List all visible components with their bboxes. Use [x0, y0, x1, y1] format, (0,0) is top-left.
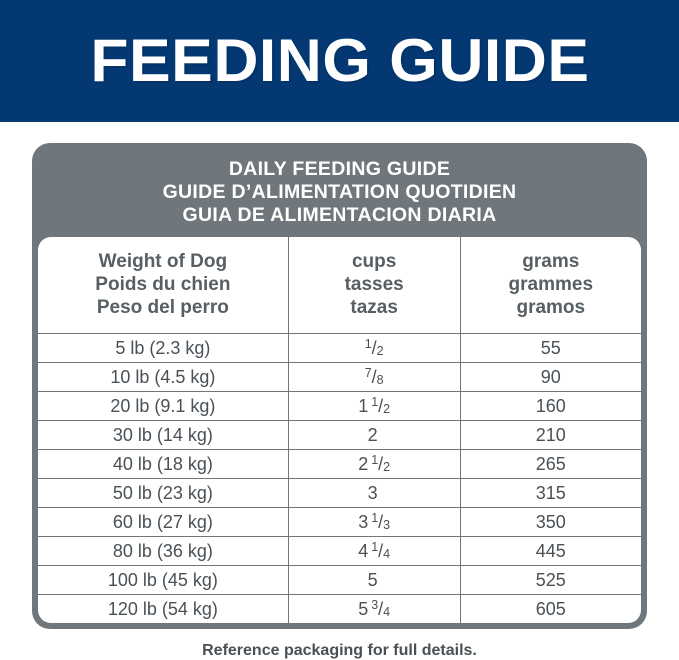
- cups-whole: 1: [358, 396, 369, 416]
- cups-fraction: 7/8: [364, 366, 384, 387]
- cell-cups: 5: [287, 565, 461, 595]
- column-header-cups-es: tazas: [350, 297, 398, 318]
- card-heading-line-es: GUIA DE ALIMENTACION DIARIA: [182, 204, 497, 226]
- cups-fraction: 1/4: [371, 540, 391, 561]
- table-row: 100 lb (45 kg) 5 525: [38, 565, 641, 595]
- feeding-guide-card-wrap: DAILY FEEDING GUIDE GUIDE D’ALIMENTATION…: [0, 122, 679, 629]
- cell-cups: 3: [287, 478, 461, 508]
- cups-whole: 3: [367, 482, 378, 503]
- column-header-grams: grams grammes gramos: [459, 237, 641, 334]
- cell-grams: 525: [459, 565, 641, 595]
- cell-cups: 2 1/2: [287, 449, 461, 479]
- feeding-guide-banner: FEEDING GUIDE: [0, 0, 679, 122]
- column-header-weight-es: Peso del perro: [96, 297, 229, 318]
- cell-grams: 90: [459, 362, 641, 392]
- cups-whole: 5: [367, 569, 378, 590]
- table-header-row: Weight of Dog Poids du chien Peso del pe…: [38, 237, 641, 334]
- cups-whole: 5: [358, 599, 369, 619]
- cups-fraction: 3/4: [371, 598, 391, 619]
- cell-grams: 210: [459, 420, 641, 450]
- cups-whole: 2: [367, 424, 378, 445]
- cell-grams: 315: [459, 478, 641, 508]
- table-row: 50 lb (23 kg) 3 315: [38, 478, 641, 508]
- cell-weight: 5 lb (2.3 kg): [38, 333, 289, 363]
- card-heading-line-en: DAILY FEEDING GUIDE: [228, 158, 451, 180]
- cell-weight: 20 lb (9.1 kg): [38, 391, 289, 421]
- cell-cups: 1/2: [287, 333, 461, 363]
- cell-grams: 605: [459, 594, 641, 623]
- cell-weight: 80 lb (36 kg): [38, 536, 289, 566]
- cell-grams: 160: [459, 391, 641, 421]
- cell-cups: 2: [287, 420, 461, 450]
- column-header-grams-fr: grammes: [508, 274, 594, 295]
- column-header-weight-fr: Poids du chien: [95, 274, 231, 295]
- card-heading-line-fr: GUIDE D’ALIMENTATION QUOTIDIEN: [162, 181, 517, 203]
- table-row: 120 lb (54 kg) 5 3/4 605: [38, 594, 641, 623]
- cell-weight: 30 lb (14 kg): [38, 420, 289, 450]
- page-title: FEEDING GUIDE: [89, 27, 590, 94]
- table-row: 30 lb (14 kg) 2 210: [38, 420, 641, 450]
- table-row: 10 lb (4.5 kg) 7/8 90: [38, 362, 641, 392]
- table-row: 20 lb (9.1 kg) 1 1/2 160: [38, 391, 641, 421]
- cups-whole: 3: [358, 512, 369, 532]
- cups-fraction: 1/2: [364, 337, 384, 358]
- cups-fraction: 1/3: [371, 511, 391, 532]
- column-header-cups: cups tasses tazas: [287, 237, 461, 334]
- footnote: Reference packaging for full details.: [202, 642, 477, 659]
- cups-whole: 2: [358, 454, 369, 474]
- cell-weight: 60 lb (27 kg): [38, 507, 289, 537]
- cell-weight: 50 lb (23 kg): [38, 478, 289, 508]
- feeding-guide-card: DAILY FEEDING GUIDE GUIDE D’ALIMENTATION…: [32, 143, 647, 629]
- table-body: 5 lb (2.3 kg) 1/2 55 10 lb (4.5 kg) 7/8 90 20 …: [38, 333, 641, 623]
- cell-grams: 445: [459, 536, 641, 566]
- cell-grams: 265: [459, 449, 641, 479]
- cups-whole: 4: [358, 541, 369, 561]
- cups-fraction: 1/2: [371, 395, 391, 416]
- column-header-weight: Weight of Dog Poids du chien Peso del pe…: [38, 237, 289, 334]
- cell-cups: 3 1/3: [287, 507, 461, 537]
- cell-weight: 100 lb (45 kg): [38, 565, 289, 595]
- cell-cups: 5 3/4: [287, 594, 461, 623]
- column-header-cups-fr: tasses: [344, 274, 404, 295]
- feeding-guide-table: Weight of Dog Poids du chien Peso del pe…: [38, 237, 641, 623]
- cell-weight: 10 lb (4.5 kg): [38, 362, 289, 392]
- cell-cups: 1 1/2: [287, 391, 461, 421]
- column-header-grams-es: gramos: [516, 297, 586, 318]
- table-row: 5 lb (2.3 kg) 1/2 55: [38, 333, 641, 363]
- table-row: 40 lb (18 kg) 2 1/2 265: [38, 449, 641, 479]
- column-header-cups-en: cups: [351, 251, 397, 272]
- cell-grams: 55: [459, 333, 641, 363]
- table-row: 80 lb (36 kg) 4 1/4 445: [38, 536, 641, 566]
- cell-weight: 120 lb (54 kg): [38, 594, 289, 623]
- column-header-weight-en: Weight of Dog: [98, 251, 228, 272]
- cell-weight: 40 lb (18 kg): [38, 449, 289, 479]
- column-header-grams-en: grams: [522, 251, 580, 272]
- cell-grams: 350: [459, 507, 641, 537]
- table-row: 60 lb (27 kg) 3 1/3 350: [38, 507, 641, 537]
- cell-cups: 4 1/4: [287, 536, 461, 566]
- card-heading: DAILY FEEDING GUIDE GUIDE D’ALIMENTATION…: [38, 149, 641, 237]
- cups-fraction: 1/2: [371, 453, 391, 474]
- cell-cups: 7/8: [287, 362, 461, 392]
